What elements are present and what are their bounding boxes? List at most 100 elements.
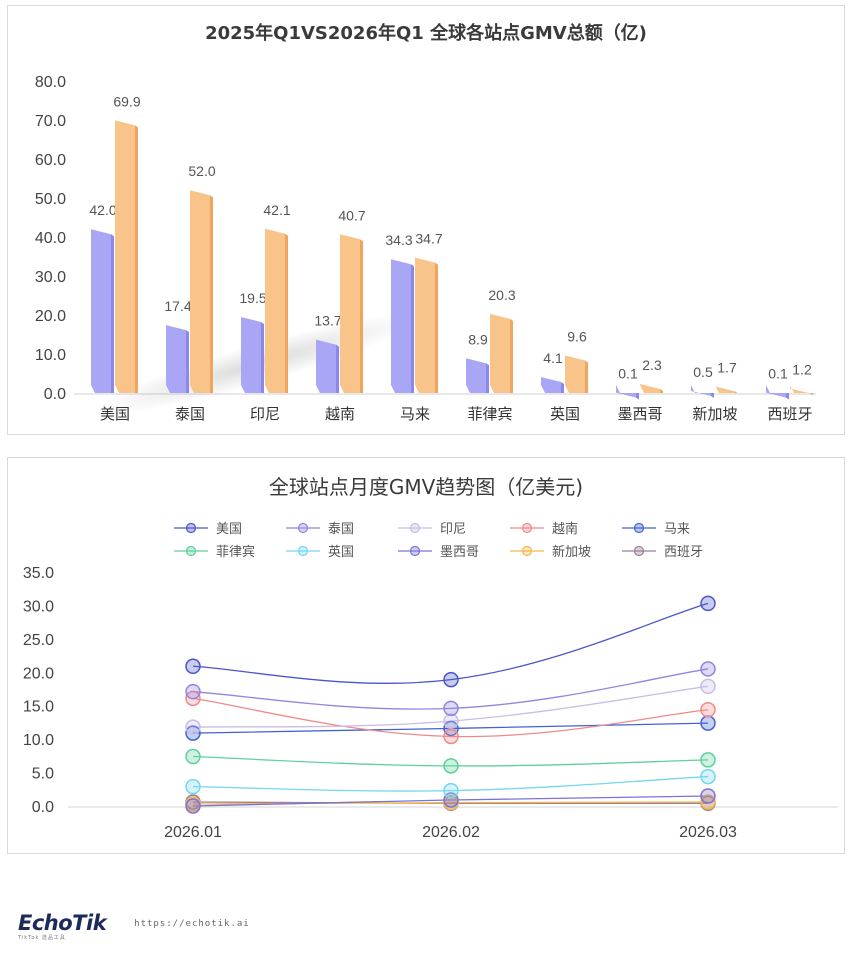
series-point [700, 701, 716, 718]
gmv-total-bar-chart: 2025年Q1VS2026年Q1 全球各站点GMV总额（亿) 0.0 10.0 20.… [35, 22, 816, 423]
bar-2025q1 [466, 358, 489, 393]
brand-tagline: TikTok 选品工具 [18, 935, 66, 941]
series-line [192, 668, 709, 710]
bar-data-label: 4.1 [543, 350, 563, 366]
series-point [700, 752, 716, 768]
y-axis-tick-label: 40.0 [35, 230, 66, 247]
legend-label: 越南 [552, 521, 578, 537]
brand-url: https://echotik.ai [134, 919, 250, 929]
brand-footer: EchoTik TikTok 选品工具 https://echotik.ai [18, 912, 250, 941]
bar-data-label: 0.1 [618, 366, 638, 382]
bar-2026q1 [415, 257, 438, 393]
y-axis-tick-label: 20.0 [35, 308, 66, 325]
bar-data-label: 34.7 [415, 231, 442, 247]
legend-label: 西班牙 [664, 545, 703, 560]
bar-data-label: 1.2 [792, 361, 812, 377]
y-axis-tick-label: 50.0 [35, 191, 66, 208]
bar-2025q1 [166, 325, 189, 393]
y-axis-tick-label: 10.0 [35, 347, 66, 364]
x-axis-category-label: 墨西哥 [617, 405, 662, 423]
series-point [443, 700, 459, 717]
y-axis-tick-label: 20.0 [23, 665, 54, 682]
y-axis-tick-label: 5.0 [32, 766, 54, 783]
bar-2026q1 [265, 228, 288, 393]
bar-data-label: 40.7 [338, 207, 365, 223]
x-axis-category-label: 西班牙 [767, 405, 812, 423]
series-point [700, 595, 716, 612]
bar-2026q1 [490, 313, 513, 393]
bar-2025q1 [91, 229, 114, 393]
bar-2025q1 [766, 385, 789, 400]
series-line [192, 801, 709, 805]
bar-data-label: 9.6 [567, 329, 587, 345]
legend-label: 新加坡 [552, 544, 591, 560]
monthly-gmv-line-chart-panel: 全球站点月度GMV趋势图（亿美元) 美国 泰国 印尼 越南 马来 菲律宾 英国 墨西哥 新加坡 西班… [7, 457, 845, 854]
bar-chart-title: 2025年Q1VS2026年Q1 全球各站点GMV总额（亿) [205, 22, 647, 44]
bar-2025q1 [316, 339, 339, 393]
series-line [192, 602, 709, 684]
bar-data-label: 17.4 [164, 298, 191, 314]
y-axis-tick-label: 10.0 [23, 732, 54, 749]
bar-2026q1 [565, 355, 588, 393]
bar-2025q1 [241, 316, 264, 393]
legend-item: 越南 [510, 521, 578, 537]
legend-label: 印尼 [440, 522, 466, 537]
y-axis-tick-label: 30.0 [35, 269, 66, 286]
legend-label: 马来 [664, 522, 690, 537]
bar-data-label: 13.7 [314, 313, 341, 329]
brand-logo-block: EchoTik TikTok 选品工具 [18, 912, 107, 941]
x-axis-category-label: 泰国 [175, 405, 205, 423]
legend-label: 菲律宾 [216, 544, 255, 560]
series-point [185, 719, 201, 735]
line-chart-title: 全球站点月度GMV趋势图（亿美元) [269, 475, 583, 499]
y-axis-tick-label: 15.0 [23, 699, 54, 716]
series-line [192, 697, 709, 738]
y-axis-tick-label: 70.0 [35, 113, 66, 130]
bar-data-label: 0.1 [768, 366, 788, 382]
legend-item: 菲律宾 [174, 544, 255, 560]
legend-item: 英国 [286, 545, 354, 560]
series-point [443, 713, 459, 729]
x-axis-category-label: 美国 [100, 405, 130, 423]
bar-data-label: 0.5 [693, 364, 713, 380]
x-axis-category-label: 印尼 [250, 405, 280, 423]
legend-item: 马来 [622, 522, 690, 537]
series-point [700, 788, 716, 804]
x-axis-category-label: 英国 [550, 405, 580, 423]
series-point [185, 683, 201, 700]
bar-data-label: 42.0 [89, 202, 116, 218]
legend-item: 印尼 [398, 522, 466, 537]
x-axis-category-label: 马来 [400, 405, 430, 423]
bar-2025q1 [691, 385, 714, 399]
bar-data-label: 34.3 [385, 232, 412, 248]
bar-data-label: 52.0 [188, 163, 215, 179]
bar-data-label: 42.1 [263, 202, 290, 218]
series-point [185, 658, 201, 675]
series-point [185, 798, 201, 814]
legend-label: 美国 [216, 522, 242, 537]
series-point [185, 748, 201, 765]
legend-item: 泰国 [286, 522, 354, 537]
series-point [700, 678, 716, 695]
series-line [192, 755, 709, 767]
series-line [192, 795, 709, 807]
bar-2026q1 [715, 385, 738, 394]
series-point [443, 728, 459, 745]
bar-data-label: 20.3 [488, 287, 515, 303]
legend-item: 西班牙 [622, 545, 703, 560]
series-point [443, 782, 459, 799]
series-point [700, 715, 716, 731]
y-axis-tick-label: 30.0 [23, 598, 54, 615]
series-point [700, 661, 716, 677]
bar-data-label: 69.9 [113, 93, 140, 109]
y-axis-tick-label: 35.0 [23, 565, 54, 582]
legend-label: 泰国 [328, 522, 354, 537]
x-axis-tick-label: 2026.01 [164, 824, 222, 841]
bar-data-label: 2.3 [642, 357, 662, 373]
legend-label: 英国 [328, 545, 354, 560]
series-point [700, 794, 716, 810]
series-point [443, 758, 459, 774]
x-axis-category-label: 越南 [325, 405, 355, 423]
gmv-total-bar-chart-panel: 2025年Q1VS2026年Q1 全球各站点GMV总额（亿) 0.0 10.0 20.… [7, 5, 845, 435]
